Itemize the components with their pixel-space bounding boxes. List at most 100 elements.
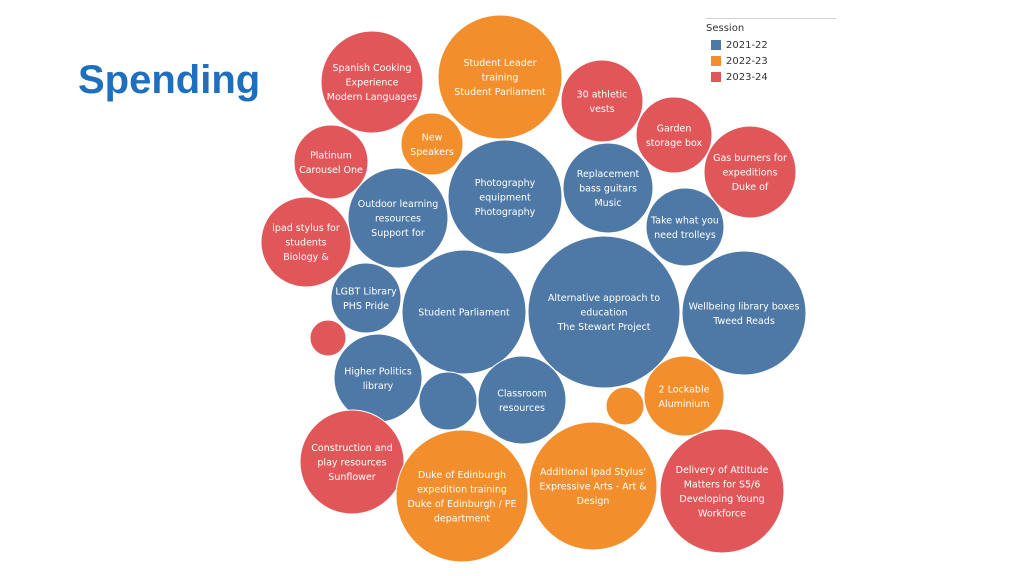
bubble-label: resources bbox=[375, 214, 421, 225]
bubble-label: Garden bbox=[657, 123, 692, 134]
bubble-label: Construction and bbox=[311, 443, 392, 454]
bubble[interactable]: ipad stylus for students Biology & bbox=[260, 196, 352, 288]
legend-label: 2022-23 bbox=[726, 55, 768, 67]
bubble-label: Classroom bbox=[497, 388, 547, 399]
bubble[interactable]: Gas burners for expeditions Duke of bbox=[703, 125, 797, 219]
bubble-label: Modern Languages bbox=[327, 92, 418, 103]
legend-swatch bbox=[711, 72, 721, 82]
bubble[interactable] bbox=[418, 371, 478, 431]
bubble-label: Alternative approach to bbox=[548, 293, 660, 304]
legend-item-2021-22[interactable]: 2021-22 bbox=[706, 37, 836, 53]
bubble-circle bbox=[447, 139, 563, 255]
bubble-label: need trolleys bbox=[654, 230, 716, 241]
bubble[interactable]: Higher Politics library bbox=[333, 333, 423, 423]
bubble-label: Music bbox=[594, 198, 621, 209]
bubble-label: Gas burners for bbox=[713, 153, 787, 164]
bubble-circle bbox=[437, 14, 563, 140]
bubble-circle bbox=[299, 409, 405, 515]
bubble[interactable]: Platinum Carousel One bbox=[293, 124, 369, 200]
bubble-label: Take what you bbox=[650, 215, 719, 226]
bubble[interactable]: Delivery of Attitude Matters for S5/6 Deve… bbox=[659, 428, 785, 554]
bubble-label: department bbox=[434, 513, 490, 524]
bubble-label: Platinum bbox=[310, 150, 352, 161]
bubble-label: Aluminium bbox=[659, 399, 710, 410]
bubble-label: Duke of Edinburgh / PE bbox=[407, 499, 516, 510]
bubble-circle bbox=[635, 96, 713, 174]
bubble[interactable]: Additional Ipad Stylus' Expressive Arts -… bbox=[528, 421, 658, 551]
bubble-circle bbox=[400, 112, 464, 176]
bubble-circle bbox=[330, 262, 402, 334]
bubble-label: Wellbeing library boxes bbox=[689, 301, 800, 312]
bubble-label: Experience bbox=[346, 78, 399, 89]
bubble-label: Expressive Arts - Art & bbox=[539, 482, 647, 493]
bubble[interactable]: Take what you need trolleys bbox=[645, 187, 725, 267]
bubble[interactable]: Alternative approach to education The Stew… bbox=[527, 235, 681, 389]
bubble-label: Student Parliament bbox=[418, 308, 510, 319]
bubble-label: library bbox=[363, 381, 394, 392]
bubble-circle bbox=[401, 249, 527, 375]
bubble-circle bbox=[528, 421, 658, 551]
bubble-label: bass guitars bbox=[579, 184, 637, 195]
legend-label: 2023-24 bbox=[726, 71, 768, 83]
bubble[interactable]: Photography equipment Photography bbox=[447, 139, 563, 255]
bubble-label: Duke of bbox=[732, 182, 769, 193]
bubble[interactable]: Student Leader training Student Parliament bbox=[437, 14, 563, 140]
bubble-label: LGBT Library bbox=[335, 286, 397, 297]
bubble[interactable]: New Speakers bbox=[400, 112, 464, 176]
legend-item-2023-24[interactable]: 2023-24 bbox=[706, 69, 836, 85]
bubble-label: Tweed Reads bbox=[712, 316, 775, 327]
bubble-label: equipment bbox=[479, 193, 531, 204]
bubble-circle bbox=[643, 355, 725, 437]
bubble[interactable]: Classroom resources bbox=[477, 355, 567, 445]
bubble-label: Duke of Edinburgh bbox=[418, 470, 506, 481]
bubble[interactable]: Wellbeing library boxes Tweed Reads bbox=[681, 250, 807, 376]
bubble-circle bbox=[681, 250, 807, 376]
bubble-label: education bbox=[580, 308, 627, 319]
bubble-circle bbox=[418, 371, 478, 431]
bubble-label: Speakers bbox=[410, 147, 454, 158]
bubble[interactable]: 30 athletic vests bbox=[560, 59, 644, 143]
bubble-label: New bbox=[422, 132, 443, 143]
bubble-label: Outdoor learning bbox=[358, 199, 439, 210]
bubble-circle bbox=[527, 235, 681, 389]
bubble-label: Additional Ipad Stylus' bbox=[540, 467, 646, 478]
bubble[interactable]: Duke of Edinburgh expedition training Duke… bbox=[395, 429, 529, 563]
bubble[interactable]: Student Parliament bbox=[401, 249, 527, 375]
bubble-label: Matters for S5/6 bbox=[684, 479, 761, 490]
bubble[interactable] bbox=[309, 319, 347, 357]
bubble-label: vests bbox=[589, 104, 614, 115]
legend-swatch bbox=[711, 40, 721, 50]
bubble-label: Carousel One bbox=[299, 165, 363, 176]
bubble-label: Biology & bbox=[283, 252, 329, 263]
bubble-label: ipad stylus for bbox=[272, 223, 340, 234]
bubble[interactable]: 2 Lockable Aluminium bbox=[643, 355, 725, 437]
bubble-circle bbox=[659, 428, 785, 554]
bubble-circle bbox=[333, 333, 423, 423]
bubble-label: training bbox=[482, 73, 519, 84]
bubble-label: Spanish Cooking bbox=[333, 63, 412, 74]
legend-label: 2021-22 bbox=[726, 39, 768, 51]
bubble[interactable]: Outdoor learning resources Support for bbox=[347, 167, 449, 269]
bubble-circle bbox=[347, 167, 449, 269]
bubble-label: PHS Pride bbox=[343, 301, 389, 312]
bubble-label: Workforce bbox=[698, 508, 746, 519]
bubble[interactable]: Garden storage box bbox=[635, 96, 713, 174]
bubble[interactable] bbox=[605, 386, 645, 426]
bubble-circle bbox=[260, 196, 352, 288]
bubble-label: Photography bbox=[475, 207, 536, 218]
legend-item-2022-23[interactable]: 2022-23 bbox=[706, 53, 836, 69]
bubble-circle bbox=[560, 59, 644, 143]
bubble-label: Sunflower bbox=[328, 472, 375, 483]
bubble[interactable]: Replacement bass guitars Music bbox=[562, 142, 654, 234]
bubble-label: Higher Politics bbox=[344, 366, 412, 377]
bubble-label: storage box bbox=[646, 138, 703, 149]
legend: Session 2021-22 2022-23 2023-24 bbox=[706, 18, 836, 85]
bubble-circle bbox=[309, 319, 347, 357]
bubble-label: Student Leader bbox=[464, 58, 537, 69]
bubble[interactable]: LGBT Library PHS Pride bbox=[330, 262, 402, 334]
bubble[interactable]: Spanish Cooking Experience Modern Language… bbox=[320, 30, 424, 134]
legend-swatch bbox=[711, 56, 721, 66]
bubble[interactable]: Construction and play resources Sunflower bbox=[299, 409, 405, 515]
bubble-label: Design bbox=[577, 496, 610, 507]
